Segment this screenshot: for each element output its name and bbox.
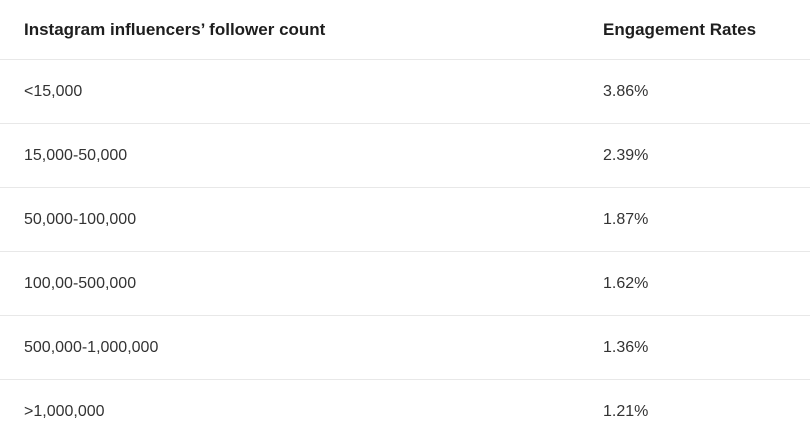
follower-count-cell: 50,000-100,000 [0,187,603,252]
header-engagement-rates: Engagement Rates [603,19,757,39]
follower-count-cell: 500,000-1,000,000 [0,315,603,380]
engagement-rate-cell: 2.39% [603,123,810,188]
follower-count-cell: 15,000-50,000 [0,123,603,188]
engagement-rate-cell: 1.87% [603,187,810,252]
table-row: 15,000-50,000 2.39% [0,123,810,188]
engagement-rate-cell: 1.36% [603,315,810,380]
table-row: 100,00-500,000 1.62% [0,251,810,316]
follower-count-cell: >1,000,000 [0,379,603,443]
follower-count-cell: 100,00-500,000 [0,251,603,316]
engagement-rate-cell: 3.86% [603,59,810,124]
engagement-rate-cell: 1.62% [603,251,810,316]
table-row: 500,000-1,000,000 1.36% [0,315,810,380]
table-row: <15,000 3.86% [0,59,810,124]
follower-count-cell: <15,000 [0,59,603,124]
engagement-rate-cell: 1.21% [603,379,810,443]
table-header-row: Instagram influencers’ follower count En… [0,0,810,60]
header-follower-count: Instagram influencers’ follower count [24,19,326,39]
table-row: >1,000,000 1.21% [0,379,810,443]
table-row: 50,000-100,000 1.87% [0,187,810,252]
